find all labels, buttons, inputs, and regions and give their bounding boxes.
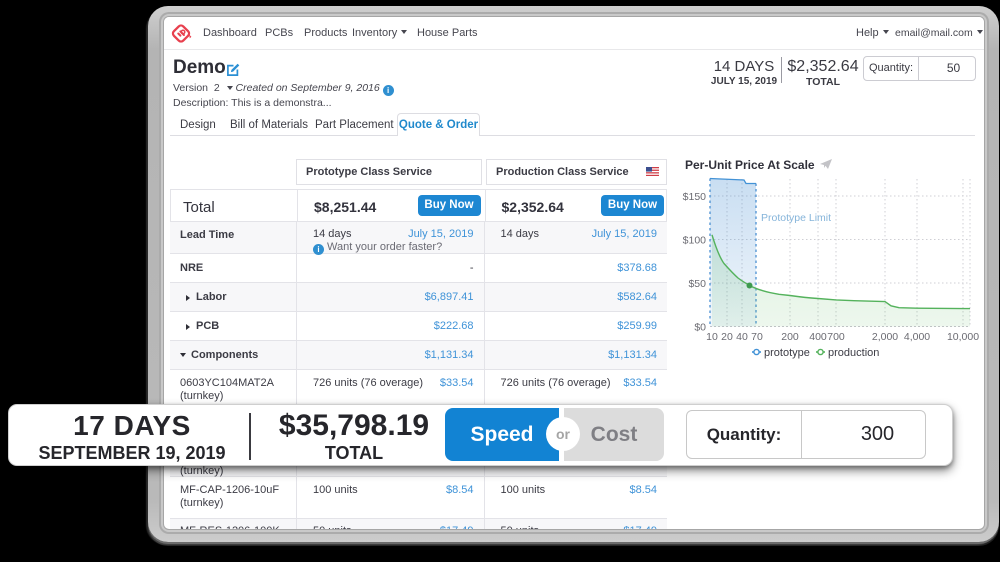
svg-text:prototype: prototype xyxy=(764,347,810,359)
svg-text:2,000: 2,000 xyxy=(872,331,898,343)
svg-text:$0: $0 xyxy=(694,322,706,334)
svg-text:10,000: 10,000 xyxy=(947,331,979,343)
svg-text:10: 10 xyxy=(706,331,718,343)
svg-text:4,000: 4,000 xyxy=(904,331,930,343)
svg-text:700: 700 xyxy=(827,331,845,343)
svg-text:Prototype Limit: Prototype Limit xyxy=(761,212,831,224)
svg-text:$150: $150 xyxy=(683,191,707,203)
svg-text:200: 200 xyxy=(781,331,799,343)
svg-text:$100: $100 xyxy=(683,235,707,247)
svg-text:70: 70 xyxy=(751,331,763,343)
svg-text:$50: $50 xyxy=(688,278,706,290)
svg-text:40: 40 xyxy=(736,331,748,343)
svg-text:20: 20 xyxy=(721,331,733,343)
svg-text:production: production xyxy=(828,347,879,359)
svg-text:400: 400 xyxy=(809,331,827,343)
